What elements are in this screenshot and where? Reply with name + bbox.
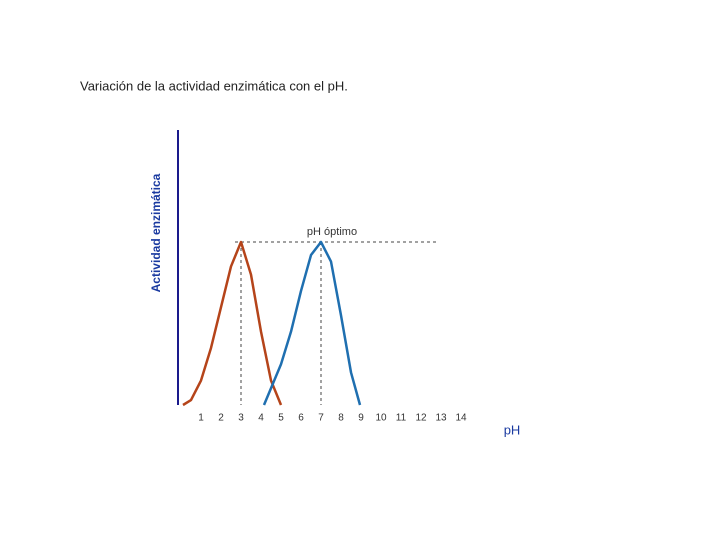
x-tick-label: 13	[435, 413, 447, 424]
x-tick-label: 8	[338, 413, 344, 424]
x-axis-label: pH	[504, 422, 521, 437]
y-axis-label: Actividad enzimática	[149, 173, 163, 292]
x-tick-label: 12	[415, 413, 427, 424]
x-tick-label: 11	[396, 413, 407, 424]
x-tick-label: 4	[258, 413, 264, 424]
chart-title: Variación de la actividad enzimática con…	[80, 78, 348, 93]
x-tick-label: 1	[198, 413, 204, 424]
x-tick-label: 7	[318, 413, 324, 424]
x-tick-label: 2	[218, 413, 224, 424]
x-tick-label: 6	[298, 413, 304, 424]
series-line	[262, 240, 362, 406]
x-tick-label: 3	[238, 413, 244, 424]
x-tick-label: 10	[375, 413, 387, 424]
x-tick-label: 5	[278, 413, 284, 424]
x-tick-label: 9	[358, 413, 364, 424]
annotation: pH óptimo	[307, 226, 357, 238]
series-line	[182, 240, 283, 407]
x-tick-label: 14	[455, 413, 467, 424]
